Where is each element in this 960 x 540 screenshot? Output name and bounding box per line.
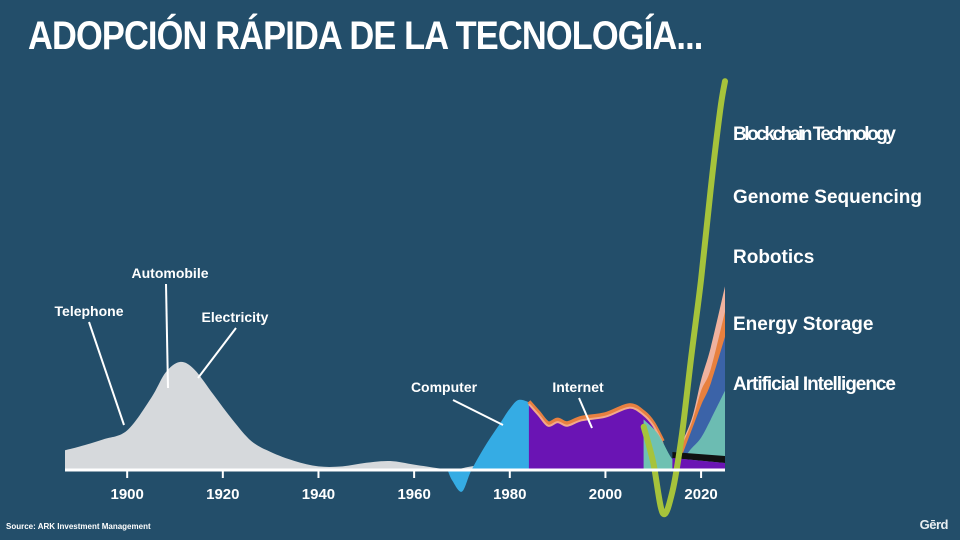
annotation-leader	[452, 399, 504, 426]
annotation-leader	[165, 283, 169, 389]
brand-logo: Gērd	[919, 517, 949, 532]
series-band-purple	[672, 458, 725, 470]
series-line-blockchain-technology	[640, 78, 728, 518]
chart-areas	[65, 78, 728, 518]
annotation-internet: Internet	[552, 379, 604, 395]
x-tick-label: 1920	[206, 486, 239, 503]
x-tick-label: 1980	[493, 486, 526, 503]
x-tick-label: 2000	[589, 486, 622, 503]
series-area-artificial-intelligence-front	[643, 390, 725, 470]
x-tick-label: 1960	[397, 486, 430, 503]
annotation-leader	[88, 321, 125, 426]
x-tick-label: 2020	[684, 486, 717, 503]
legend-energy-storage: Energy Storage	[733, 314, 873, 335]
series-edge-internet-inner	[528, 403, 664, 445]
x-tick-label: 1900	[110, 486, 143, 503]
legend-artificial-intelligence: Artificial Intelligence	[733, 374, 896, 395]
legend-robotics: Robotics	[733, 247, 814, 268]
annotation-automobile: Automobile	[132, 265, 209, 281]
chart-legend: Blockchain Technology Genome Sequencing Ro…	[733, 124, 922, 395]
series-edge-internet	[527, 400, 665, 443]
legend-genome-sequencing: Genome Sequencing	[733, 187, 922, 208]
series-area-telephone-automobile-electricity	[65, 361, 582, 471]
annotation-leader	[197, 327, 237, 379]
legend-blockchain-technology: Blockchain Technology	[733, 124, 896, 145]
annotation-leader	[578, 397, 593, 429]
annotation-computer: Computer	[411, 379, 478, 395]
x-tick-label: 1940	[302, 486, 335, 503]
page-title: ADOPCIÓN RÁPIDA DE LA TECNOLOGÍA...	[28, 14, 703, 58]
annotation-telephone: Telephone	[55, 303, 124, 319]
chart-annotations: Telephone Automobile Electricity Computer In…	[55, 265, 604, 429]
series-area-internet	[528, 401, 663, 470]
annotation-electricity: Electricity	[202, 309, 269, 325]
series-band-dark	[672, 452, 725, 463]
x-axis-ticks: 1900 1920 1940 1960 1980 2000 2020	[110, 470, 718, 503]
source-note: Source: ARK Investment Management	[6, 522, 151, 531]
